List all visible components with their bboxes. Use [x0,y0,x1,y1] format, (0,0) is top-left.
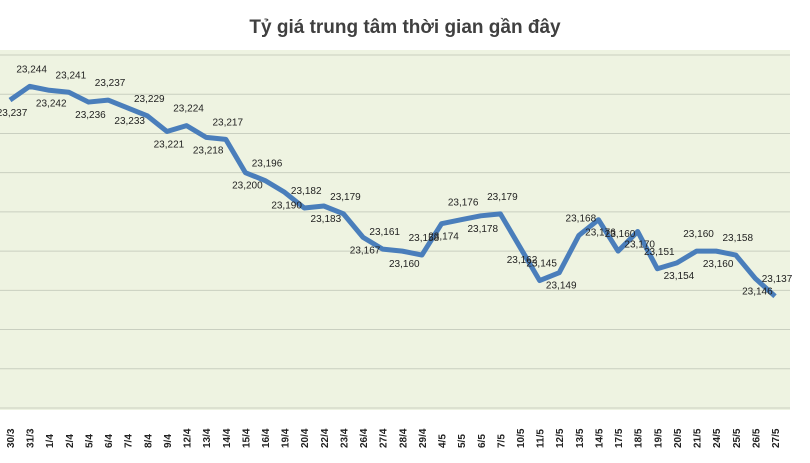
x-tick-label: 19/5 [653,428,664,448]
x-tick-label: 31/3 [26,428,37,448]
data-label: 23,160 [683,229,714,240]
x-tick-label: 4/5 [438,434,449,448]
data-label: 23,170 [624,240,655,251]
x-tick-label: 18/5 [634,428,645,448]
x-tick-label: 1/4 [45,434,56,448]
data-label: 23,174 [428,232,459,243]
data-label: 23,224 [173,104,204,115]
x-tick-label: 29/4 [418,428,429,448]
x-tick-label: 20/4 [300,428,311,448]
data-label: 23,221 [154,139,185,150]
data-label: 23,160 [703,259,734,270]
data-label: 23,160 [389,259,420,270]
data-label: 23,151 [644,247,675,258]
x-tick-label: 17/5 [614,428,625,448]
x-tick-label: 19/4 [281,428,292,448]
data-label: 23,190 [271,200,302,211]
data-label: 23,179 [487,192,518,203]
x-tick-label: 7/4 [124,434,135,448]
data-label: 23,146 [742,287,773,298]
x-tick-label: 2/4 [65,434,76,448]
data-label: 23,160 [605,229,636,240]
x-tick-label: 27/4 [379,428,390,448]
x-tick-label: 23/4 [339,428,350,448]
x-tick-label: 21/5 [693,428,704,448]
x-tick-label: 26/5 [751,428,762,448]
data-label: 23,145 [526,259,557,270]
x-tick-label: 8/4 [143,434,154,448]
data-label: 23,229 [134,94,165,105]
x-tick-label: 13/4 [202,428,213,448]
x-tick-label: 5/4 [84,434,95,448]
data-label: 23,158 [409,233,440,244]
data-label: 23,167 [350,245,381,256]
data-label: 23,196 [252,159,283,170]
data-label: 23,168 [566,213,597,224]
data-label: 23,237 [95,78,126,89]
data-label: 23,154 [664,271,695,282]
data-label: 23,218 [193,145,224,156]
data-label: 23,178 [467,224,498,235]
data-label: 23,242 [36,98,67,109]
data-label: 23,162 [507,255,538,266]
data-label: 23,161 [369,227,400,238]
x-tick-label: 24/5 [712,428,723,448]
data-label: 23,158 [722,233,753,244]
line [8,83,777,299]
x-tick-label: 20/5 [673,428,684,448]
data-label: 23,217 [212,117,243,128]
x-tick-label: 14/4 [222,428,233,448]
data-label: 23,233 [114,116,145,127]
data-label: 23,200 [232,181,263,192]
data-label: 23,244 [16,64,47,75]
x-tick-label: 16/4 [261,428,272,448]
x-tick-label: 26/4 [359,428,370,448]
data-label: 23,236 [75,110,106,121]
x-tick-label: 25/5 [732,428,743,448]
x-tick-label: 14/5 [594,428,605,448]
data-label: 23,176 [585,228,616,239]
x-tick-label: 15/4 [241,428,252,448]
x-tick-label: 7/5 [496,434,507,448]
x-tick-label: 12/5 [555,428,566,448]
data-label: 23,149 [546,281,577,292]
x-tick-label: 22/4 [320,428,331,448]
x-tick-label: 6/4 [104,434,115,448]
x-tick-label: 11/5 [536,429,547,448]
data-label: 23,137 [762,274,793,285]
chart-title: Tỷ giá trung tâm thời gian gần đây [249,17,561,38]
x-tick-label: 10/5 [516,428,527,448]
data-label: 23,237 [0,108,28,119]
x-tick-label: 28/4 [398,428,409,448]
x-tick-label: 27/5 [771,428,782,448]
x-tick-label: 30/3 [6,428,17,448]
x-tick-label: 13/5 [575,428,586,448]
data-label: 23,182 [291,186,322,197]
data-label: 23,183 [311,214,342,225]
x-tick-label: 9/4 [163,434,174,448]
data-label: 23,241 [56,70,87,81]
data-label: 23,176 [448,198,479,209]
data-label: 23,179 [330,192,361,203]
x-tick-label: 12/4 [183,428,194,448]
x-tick-label: 5/5 [457,434,468,448]
x-tick-label: 6/5 [477,434,488,448]
